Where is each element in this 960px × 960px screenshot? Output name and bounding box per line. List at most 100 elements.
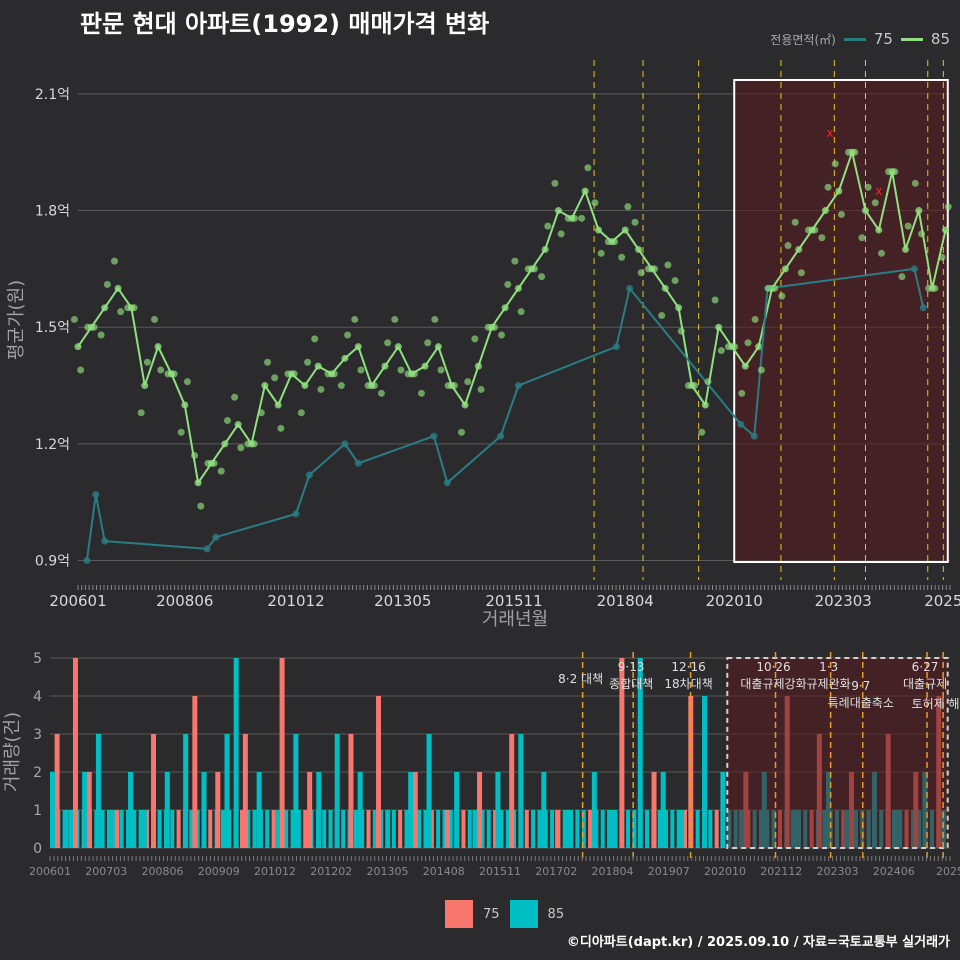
volume-legend-swatch-75 (445, 900, 473, 928)
volume-bar (537, 810, 542, 848)
volume-bar (436, 810, 441, 848)
data-point-85 (257, 409, 265, 417)
data-point-85 (818, 234, 826, 242)
data-point-85 (744, 339, 752, 347)
volume-x-tick-label: 201702 (535, 865, 577, 878)
data-point-85 (461, 401, 469, 409)
volume-x-tick-label: 200601 (29, 865, 71, 878)
data-point-85 (330, 370, 338, 378)
credit-text: ©디아파트(dapt.kr) / 2025.09.10 / 자료=국토교통부 실… (566, 935, 950, 950)
data-point-85 (684, 382, 692, 390)
volume-bar-85 (472, 810, 478, 848)
event-label: 1·3 (819, 660, 838, 674)
data-point-85 (604, 238, 612, 246)
data-point-85 (938, 253, 946, 261)
volume-bar (670, 810, 675, 848)
data-point-85 (450, 382, 458, 390)
volume-bar-85 (495, 772, 501, 848)
volume-bar-85 (720, 772, 726, 848)
data-point-85 (517, 308, 525, 316)
volume-bar-85 (95, 734, 101, 848)
data-point-85 (845, 148, 853, 156)
data-point-75 (910, 265, 918, 273)
volume-bar-85 (141, 810, 147, 848)
data-point-85 (925, 284, 933, 292)
data-point-75 (292, 510, 300, 518)
data-point-85 (858, 234, 866, 242)
data-point-85 (290, 370, 298, 378)
volume-bar (442, 810, 447, 848)
data-point-85 (304, 358, 312, 366)
volume-bar (575, 810, 580, 848)
data-point-85 (354, 343, 362, 351)
volume-bar-75 (651, 772, 657, 848)
data-point-85 (671, 277, 679, 285)
volume-bar-75 (215, 772, 221, 848)
volume-bar (125, 810, 130, 848)
volume-legend-swatch-85 (509, 900, 538, 928)
volume-bar (588, 810, 593, 848)
data-point-85 (191, 452, 199, 460)
volume-bar-85 (408, 772, 414, 848)
data-point-85 (397, 366, 405, 374)
volume-x-tick-label: 200909 (198, 865, 240, 878)
volume-bar (569, 810, 574, 848)
series-line-85 (77, 148, 947, 486)
volume-bar-85 (256, 772, 262, 848)
volume-bar (372, 810, 377, 848)
x-tick-label: 200806 (156, 592, 213, 610)
data-point-75 (83, 557, 91, 565)
y-tick-label: 1.5억 (35, 320, 70, 336)
volume-x-tick-label: 202303 (817, 865, 859, 878)
data-point-85 (394, 343, 402, 351)
volume-bar (417, 810, 422, 848)
volume-bar (132, 810, 137, 848)
data-point-85 (404, 370, 412, 378)
data-point-85 (701, 401, 709, 409)
volume-bar (296, 810, 301, 848)
data-point-85 (661, 284, 669, 292)
data-point-85 (738, 389, 746, 397)
data-point-85 (157, 366, 165, 374)
volume-x-tick-label: 201907 (648, 865, 690, 878)
data-point-85 (101, 304, 109, 312)
data-point-85 (204, 459, 212, 467)
data-point-85 (424, 339, 432, 347)
event-label: 종합대책 (609, 676, 653, 691)
volume-x-tick-label: 201012 (254, 865, 296, 878)
data-point-85 (464, 378, 472, 386)
volume-bar (493, 810, 498, 848)
data-point-85 (891, 168, 899, 176)
volume-bar (284, 810, 289, 848)
data-point-85 (871, 199, 879, 207)
data-point-85 (514, 284, 522, 292)
data-point-85 (314, 362, 322, 370)
event-label: 10·26 (756, 660, 790, 674)
data-point-85 (458, 428, 466, 436)
data-point-85 (698, 428, 706, 436)
x-tick-label: 202010 (706, 592, 763, 610)
volume-bar (252, 810, 257, 848)
data-point-75 (203, 545, 211, 553)
volume-bar-75 (444, 810, 450, 848)
data-point-85 (757, 366, 765, 374)
y-tick-label: 1.8억 (35, 204, 70, 220)
data-point-85 (597, 249, 605, 257)
data-point-85 (324, 370, 332, 378)
data-point-75 (305, 471, 313, 479)
volume-bar (353, 810, 358, 848)
data-point-85 (902, 245, 910, 253)
volume-bar (448, 810, 453, 848)
volume-bar (208, 810, 213, 848)
volume-bar (657, 810, 662, 848)
volume-bar (467, 810, 472, 848)
volume-bar (220, 810, 225, 848)
data-point-85 (904, 222, 912, 230)
volume-bar (176, 810, 181, 848)
volume-bar (423, 810, 428, 848)
data-point-85 (341, 354, 349, 362)
volume-bar-75 (412, 772, 418, 848)
volume-bar-85 (183, 734, 189, 848)
volume-x-tick-label: 202406 (873, 865, 915, 878)
data-point-85 (554, 207, 562, 215)
